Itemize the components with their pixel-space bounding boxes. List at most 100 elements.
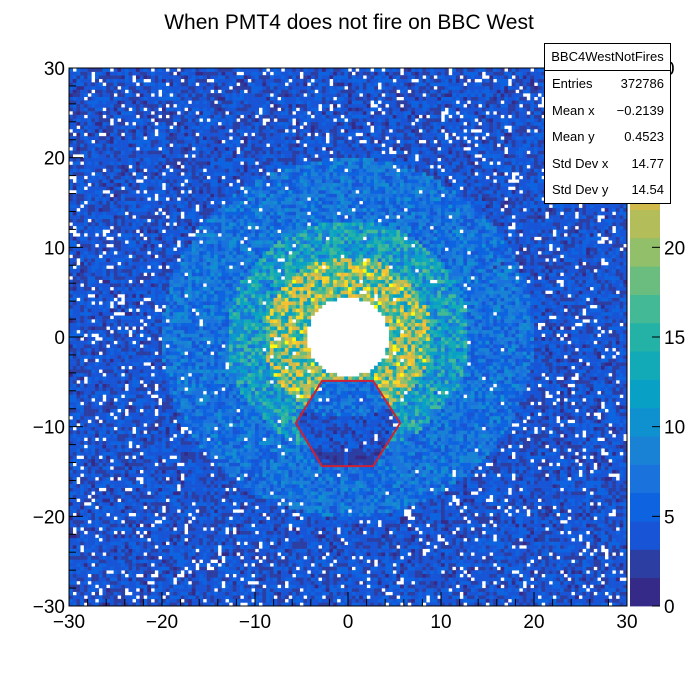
heat-cell xyxy=(124,437,129,442)
heat-cell xyxy=(83,548,88,553)
heat-cell xyxy=(147,473,152,478)
heat-cell xyxy=(169,372,174,377)
heat-cell xyxy=(199,82,204,87)
heat-cell xyxy=(202,412,207,417)
heat-cell xyxy=(80,484,85,488)
heat-cell xyxy=(121,337,126,341)
heat-cell xyxy=(176,78,181,83)
heat-cell xyxy=(169,487,174,492)
heat-cell xyxy=(158,487,163,492)
heat-cell xyxy=(135,290,140,295)
heat-cell xyxy=(106,458,111,463)
heat-cell xyxy=(176,340,181,345)
heat-cell xyxy=(109,498,114,503)
heat-cell xyxy=(150,186,155,191)
heat-cell xyxy=(184,304,189,309)
heat-cell xyxy=(98,232,103,237)
heat-cell xyxy=(69,315,74,320)
heat-cell xyxy=(106,358,111,363)
heat-cell xyxy=(199,387,204,392)
heat-cell xyxy=(158,279,163,284)
heat-cell xyxy=(117,362,122,366)
heat-cell xyxy=(95,182,100,187)
heat-cell xyxy=(72,441,77,445)
heat-cell xyxy=(180,340,185,345)
heat-cell xyxy=(191,218,196,223)
heat-cell xyxy=(102,584,107,589)
heat-cell xyxy=(102,301,107,306)
heat-cell xyxy=(169,494,174,499)
heat-cell xyxy=(202,545,207,549)
heat-cell xyxy=(180,250,185,255)
heat-cell xyxy=(95,566,100,571)
heat-cell xyxy=(195,139,200,144)
heat-cell xyxy=(195,89,200,94)
heat-cell xyxy=(72,390,77,395)
heat-cell xyxy=(180,469,185,474)
heat-cell xyxy=(91,204,96,209)
heat-cell xyxy=(162,161,167,166)
heat-cell xyxy=(109,114,114,119)
heat-cell xyxy=(169,444,174,449)
heat-cell xyxy=(139,111,144,115)
heat-cell xyxy=(195,96,200,101)
heat-cell xyxy=(113,365,118,370)
heat-cell xyxy=(154,125,159,130)
heat-cell xyxy=(83,254,88,259)
heat-cell xyxy=(139,200,144,205)
heat-cell xyxy=(169,265,174,270)
heat-cell xyxy=(199,369,204,374)
heat-cell xyxy=(72,247,77,252)
heat-cell xyxy=(184,82,189,87)
heat-cell xyxy=(195,232,200,237)
heat-cell xyxy=(180,225,185,230)
heat-cell xyxy=(188,297,193,302)
heat-cell xyxy=(202,512,207,517)
heat-cell xyxy=(135,175,140,180)
heat-cell xyxy=(139,466,144,471)
heat-cell xyxy=(117,369,122,374)
heat-cell xyxy=(199,354,204,359)
heat-cell xyxy=(162,283,167,288)
heat-cell xyxy=(188,254,193,259)
heat-cell xyxy=(180,390,185,395)
heat-cell xyxy=(154,276,159,280)
heat-cell xyxy=(95,595,100,600)
heat-cell xyxy=(180,362,185,366)
heat-cell xyxy=(124,340,129,345)
heat-cell xyxy=(143,182,148,187)
heat-cell xyxy=(143,154,148,158)
heat-cell xyxy=(176,458,181,463)
heat-cell xyxy=(169,548,174,553)
heat-cell xyxy=(72,401,77,406)
heat-cell xyxy=(162,179,167,184)
heat-cell xyxy=(109,512,114,517)
heat-cell xyxy=(69,250,74,255)
heat-cell xyxy=(147,383,152,388)
heat-cell xyxy=(102,93,107,97)
heat-cell xyxy=(158,111,163,115)
heat-cell xyxy=(195,401,200,406)
heat-cell xyxy=(169,401,174,406)
heat-cell xyxy=(135,322,140,327)
heat-cell xyxy=(188,552,193,557)
heat-cell xyxy=(199,111,204,115)
heat-cell xyxy=(176,265,181,270)
heat-cell xyxy=(80,559,85,564)
heat-cell xyxy=(83,193,88,198)
heat-cell xyxy=(113,487,118,492)
heat-cell xyxy=(128,96,133,101)
heat-cell xyxy=(162,143,167,148)
heat-cell xyxy=(87,197,92,202)
heat-cell xyxy=(139,222,144,227)
heat-cell xyxy=(147,211,152,216)
heat-cell xyxy=(113,444,118,449)
heat-cell xyxy=(135,301,140,306)
heat-cell xyxy=(69,243,74,248)
heat-cell xyxy=(124,150,129,155)
heat-cell xyxy=(91,232,96,237)
heat-cell xyxy=(95,545,100,549)
heat-cell xyxy=(128,570,133,575)
heat-cell xyxy=(165,466,170,471)
heat-cell xyxy=(162,103,167,108)
